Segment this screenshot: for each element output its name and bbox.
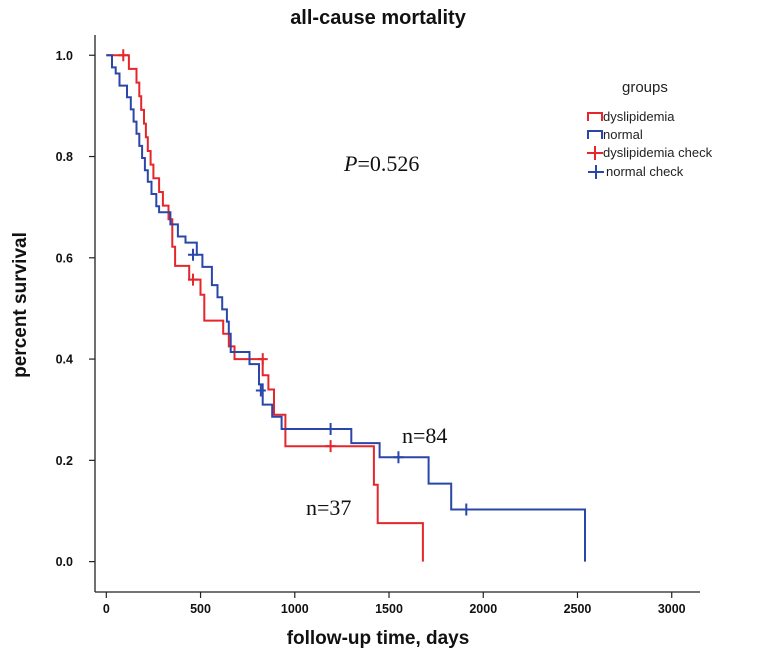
chart-title: all-cause mortality xyxy=(290,7,467,29)
legend-label-dyslipidemia-check: dyslipidemia check xyxy=(603,145,713,160)
censor-marks xyxy=(118,49,472,516)
censor-mark-normal xyxy=(393,451,404,464)
axes xyxy=(94,35,700,593)
x-ticks: 0 500 1000 1500 2000 2500 3000 xyxy=(103,592,686,616)
legend-swatch-dyslipidemia-check xyxy=(587,146,603,160)
y-tick-label: 0.4 xyxy=(56,353,73,367)
censor-mark-normal xyxy=(325,422,336,435)
legend: groups dyslipidemia normal dyslipidemia … xyxy=(587,79,713,179)
legend-swatch-normal xyxy=(587,130,603,139)
x-tick-label: 2000 xyxy=(469,602,497,616)
y-tick-label: 0.8 xyxy=(56,150,73,164)
p-number: =0.526 xyxy=(357,151,419,176)
series-line-dyslipidemia xyxy=(106,54,424,562)
legend-label-normal-check: normal check xyxy=(606,164,684,179)
series-layer xyxy=(106,54,586,562)
x-tick-label: 0 xyxy=(103,602,110,616)
censor-mark-normal xyxy=(255,384,266,397)
y-ticks: 0.0 0.2 0.4 0.6 0.8 1.0 xyxy=(56,49,95,569)
p-symbol: P xyxy=(343,151,357,176)
n-dyslipidemia-annotation: n=37 xyxy=(306,495,351,520)
legend-label-dyslipidemia: dyslipidemia xyxy=(603,109,675,124)
p-value-annotation: P=0.526 xyxy=(343,151,419,176)
censor-mark-normal xyxy=(188,248,199,261)
series-line-normal xyxy=(106,54,586,562)
y-axis-title: percent survival xyxy=(10,232,31,378)
y-tick-label: 1.0 xyxy=(56,49,73,63)
x-tick-label: 1500 xyxy=(375,602,403,616)
legend-label-normal: normal xyxy=(603,127,643,142)
n-normal-annotation: n=84 xyxy=(402,423,447,448)
x-tick-label: 2500 xyxy=(564,602,592,616)
y-tick-label: 0.2 xyxy=(56,454,73,468)
x-tick-label: 1000 xyxy=(281,602,309,616)
legend-swatch-normal-check xyxy=(588,165,604,179)
legend-title: groups xyxy=(622,79,668,96)
censor-mark-normal xyxy=(461,503,472,516)
x-axis-title: follow-up time, days xyxy=(287,628,470,649)
censor-mark-dyslipidemia xyxy=(325,440,336,453)
x-tick-label: 3000 xyxy=(658,602,686,616)
censor-mark-dyslipidemia xyxy=(118,49,129,62)
x-tick-label: 500 xyxy=(190,602,211,616)
y-tick-label: 0.0 xyxy=(56,555,73,569)
y-tick-label: 0.6 xyxy=(56,251,73,265)
censor-mark-dyslipidemia xyxy=(188,273,199,286)
censor-mark-dyslipidemia xyxy=(257,353,268,366)
legend-swatch-dyslipidemia xyxy=(587,112,603,121)
